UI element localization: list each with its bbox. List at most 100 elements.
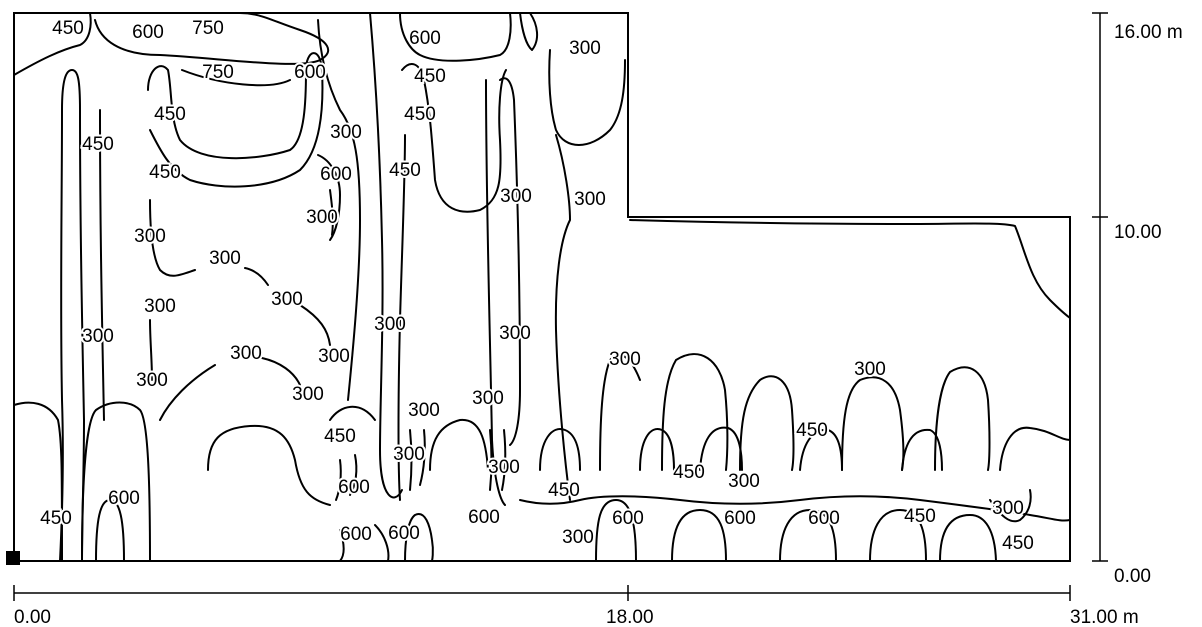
x-tick-label: 31.00 m [1070,607,1139,627]
contour-line [739,375,795,471]
contour-level-label: 300 [609,349,641,370]
contour-level-label: 600 [294,62,326,83]
contour-line [207,424,331,506]
contour-level-label: 300 [574,189,606,210]
contour-line [369,12,403,499]
contour-line [699,426,743,471]
contour-line [329,405,376,421]
contour-level-label: 300 [569,38,601,59]
contour-level-label: 450 [1002,533,1034,554]
contour-line [13,401,63,562]
y-tick-label: 10.00 [1114,222,1162,243]
contour-level-label: 450 [548,480,580,501]
contour-line [999,426,1071,471]
contour-line [595,499,637,562]
contour-line [671,509,727,562]
contour-line [519,12,538,51]
contour-line [661,353,729,471]
contour-line [939,514,997,562]
y-axis: 16.00 m 10.00 0.00 [1092,12,1183,587]
contour-level-label: 300 [230,343,262,364]
contour-line [317,19,361,401]
contour-line [397,134,406,501]
contour-line [349,454,358,496]
contour-line [489,429,493,491]
contour-level-label: 300 [306,207,338,228]
contour-line [329,189,334,236]
contour-level-label: 600 [320,164,352,185]
contour-level-label: 300 [82,326,114,347]
contour-line [499,77,521,446]
x-tick-label: 0.00 [14,607,51,627]
contour-level-label: 300 [393,444,425,465]
contour-level-label: 300 [134,226,166,247]
contour-line [261,357,301,386]
contour-line [799,428,843,471]
contour-line [99,109,105,421]
contour-line [335,459,342,501]
contour-line [81,401,151,562]
contour-line [159,364,216,421]
contour-line [989,489,1032,523]
contour-level-label: 300 [500,186,532,207]
contour-level-label: 750 [202,62,234,83]
contour-level-label: 600 [108,488,140,509]
contour-level-label: 300 [728,471,760,492]
contour-level-label: 450 [796,420,828,441]
contour-level-label: 300 [144,296,176,317]
contour-level-label: 450 [324,426,356,447]
contour-level-label: 450 [52,18,84,39]
contour-line [299,304,331,346]
contour-line [419,429,426,486]
contour-line [841,376,905,471]
contour-level-label: 300 [271,289,303,310]
contour-level-label: 450 [149,162,181,183]
contour-line [147,52,324,188]
contour-line [399,12,512,62]
contour-level-label: 300 [136,370,168,391]
contour-level-label: 300 [562,527,594,548]
contour-level-label: 600 [340,524,372,545]
contour-line [548,49,626,146]
contour-level-label: 450 [389,160,421,181]
contour-level-label: 600 [808,508,840,529]
contour-line [869,509,927,562]
contour-line [181,69,291,87]
contour-level-label: 300 [330,122,362,143]
contour-line [409,429,413,491]
contour-line [639,428,675,471]
contour-level-label: 750 [192,18,224,39]
contour-level-label: 300 [499,323,531,344]
contour-level-label: 300 [472,388,504,409]
contour-level-label: 450 [414,66,446,87]
contour-line [149,319,153,381]
y-tick-label: 0.00 [1114,566,1151,587]
contour-line [374,524,390,562]
contour-line [539,428,581,471]
contour-line [429,418,489,471]
contour-labels: 450 600 750 750 600 600 450 300 450 450 450 450 300 6… [38,16,1036,556]
contour-level-label: 600 [338,477,370,498]
contour-line [485,79,506,506]
contour-level-label: 450 [154,104,186,125]
contour-line [404,513,434,562]
contour-level-label: 600 [409,28,441,49]
contour-level-label: 300 [408,400,440,421]
contour-level-label: 600 [612,508,644,529]
contour-line [244,267,269,286]
y-tick-label: 16.00 m [1114,22,1183,43]
contour-level-label: 300 [209,248,241,269]
contour-level-label: 600 [132,22,164,43]
origin-marker [6,551,20,565]
contour-level-label: 450 [40,508,72,529]
contour-line [934,366,991,471]
contour-line [94,12,330,65]
contour-level-label: 450 [82,134,114,155]
contour-line [779,509,837,562]
contour-line [901,428,943,471]
contour-level-label: 300 [374,314,406,335]
contour-level-label: 450 [904,506,936,527]
room-outline [13,12,1071,562]
contour-level-label: 600 [724,508,756,529]
